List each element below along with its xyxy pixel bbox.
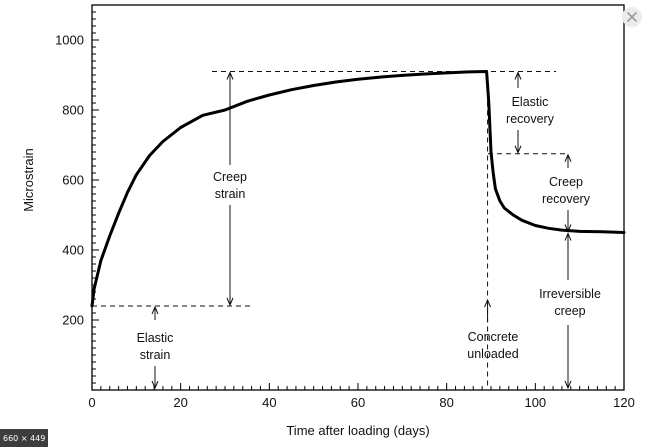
arrow-head — [514, 71, 522, 80]
arrow-head — [484, 298, 492, 308]
y-tick-label: 800 — [62, 103, 84, 118]
arrow-head — [226, 297, 234, 307]
y-tick-label: 200 — [62, 313, 84, 328]
y-axis-ticks: 200 400 600 800 1000 — [55, 11, 99, 384]
y-tick-label: 400 — [62, 243, 84, 258]
annotation-line: Irreversible — [539, 287, 601, 301]
x-tick-label: 120 — [613, 395, 635, 410]
arrow-head — [564, 380, 572, 390]
annotation-irreversible-creep: Irreversible creep — [539, 287, 601, 318]
x-tick-label: 100 — [524, 395, 546, 410]
y-tick-label: 1000 — [55, 33, 84, 48]
x-axis-label: Time after loading (days) — [286, 423, 429, 438]
annotation-line: Elastic — [512, 95, 549, 109]
size-badge-text: 660 × 449 — [3, 434, 45, 443]
arrow-head — [151, 380, 159, 390]
annotation-elastic-recovery: Elastic recovery — [506, 95, 555, 126]
x-tick-label: 80 — [439, 395, 453, 410]
close-button[interactable] — [622, 7, 642, 27]
annotation-line: Creep — [549, 175, 583, 189]
annotation-concrete-unloaded: Concrete unloaded — [467, 330, 518, 361]
arrow-head — [226, 71, 234, 80]
annotation-line: recovery — [506, 112, 555, 126]
y-axis-label: Microstrain — [21, 148, 36, 212]
annotation-line: strain — [140, 348, 171, 362]
x-tick-label: 20 — [173, 395, 187, 410]
x-tick-label: 60 — [351, 395, 365, 410]
arrow-head — [564, 153, 572, 162]
annotation-line: unloaded — [467, 347, 518, 361]
annotation-line: Creep — [213, 170, 247, 184]
annotation-elastic-strain: Elastic strain — [137, 331, 174, 362]
annotation-creep-recovery: Creep recovery — [542, 175, 591, 206]
plot-area: 0 20 40 60 80 100 120 200 400 600 800 1000 — [55, 4, 635, 410]
annotation-line: strain — [215, 187, 246, 201]
annotation-line: creep — [554, 304, 585, 318]
y-tick-label: 600 — [62, 173, 84, 188]
annotation-line: Elastic — [137, 331, 174, 345]
arrow-head — [514, 145, 522, 155]
reference-dashed-lines — [92, 71, 566, 388]
annotation-creep-strain: Creep strain — [213, 170, 247, 201]
annotation-line: recovery — [542, 192, 591, 206]
arrow-head — [564, 232, 572, 241]
x-axis-ticks: 0 20 40 60 80 100 120 — [88, 383, 635, 410]
annotation-line: Concrete — [468, 330, 519, 344]
strain-curve-series — [90, 70, 626, 308]
annotation-arrows — [151, 71, 572, 390]
size-badge: 660 × 449 — [0, 429, 48, 447]
x-tick-label: 40 — [262, 395, 276, 410]
x-tick-label: 0 — [88, 395, 95, 410]
arrow-head — [151, 305, 159, 315]
